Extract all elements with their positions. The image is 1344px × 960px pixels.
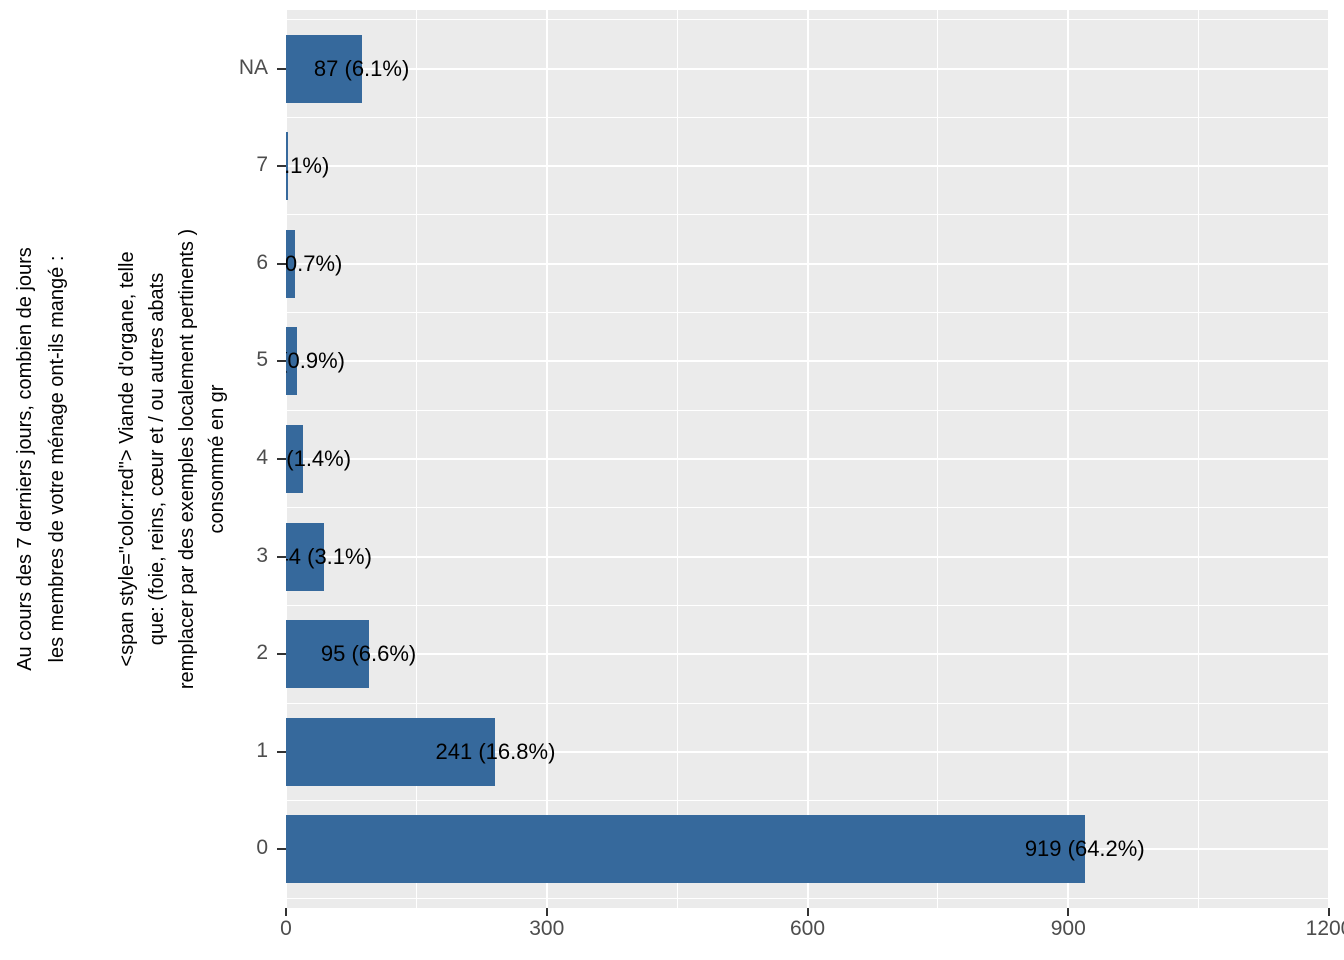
x-axis-label-600: 600 [789,917,826,940]
y-axis-tick [277,67,286,70]
bar-6 [286,229,295,298]
bar-value-label: 13 (0.9%) [286,348,345,374]
x-axis-tick [285,908,287,916]
bar-2 [286,620,369,689]
gridline-major-horizontal [286,67,1329,70]
bar-value-label: 20 (1.4%) [286,446,352,471]
bar-1 [286,717,496,786]
x-axis-label-0: 0 [280,917,292,940]
y-axis-label-3: 3 [256,543,268,567]
x-axis-tick [1328,908,1330,916]
y-axis-tick [277,360,286,363]
gridline-major-horizontal [286,262,1329,265]
gridline-major-horizontal [286,360,1329,363]
x-axis-tick [1067,908,1070,916]
y-axis-label-0: 0 [256,836,268,860]
x-axis-tick [545,908,548,916]
x-axis-label-1200: 1200 [1305,917,1344,940]
bar-4 [286,425,304,493]
y-axis-tick [277,750,286,753]
y-axis-label-1: 1 [256,738,268,762]
bar-value-label: 87 (6.1%) [313,55,410,81]
y-axis-tick [277,458,286,460]
gridline-major-horizontal [286,653,1329,656]
bar-5 [286,327,298,396]
y-axis-tick [277,555,286,558]
plot-panel: 87 (6.1%) 2 (0.1%) 10 (0.7%) 13 (0.9%) 20 (1… [286,10,1329,908]
y-axis-tick [277,165,286,168]
bar-7 [286,132,288,201]
gridline-major-horizontal [286,165,1329,168]
bar-NA [286,34,362,103]
gridline-major-horizontal [286,750,1329,753]
bar-value-label: 241 (16.8%) [435,738,556,764]
y-axis-tick [277,262,286,265]
y-axis-label-NA: NA [238,55,268,79]
gridline-major-horizontal [286,458,1329,460]
y-axis-label-5: 5 [256,348,268,372]
bar-3 [286,522,325,591]
bar-value-label: 44 (3.1%) [286,543,372,569]
x-axis-tick [806,908,809,916]
bar-value-label: 2 (0.1%) [286,153,330,179]
bar-0 [286,815,1085,884]
bar-value-label: 95 (6.6%) [320,641,417,667]
bar-value-label: 919 (64.2%) [1024,836,1145,862]
y-axis-label-6: 6 [256,250,268,274]
bar-value-label: 10 (0.7%) [286,250,343,276]
gridline-major-horizontal [286,555,1329,558]
y-axis-label-7: 7 [256,153,268,177]
x-axis-label-900: 900 [1050,917,1086,940]
y-axis-label-2: 2 [256,641,268,665]
y-axis-tick [277,653,286,656]
y-axis-label-4: 4 [256,446,268,469]
y-axis-tick [277,848,286,851]
x-axis-label-300: 300 [529,917,565,940]
